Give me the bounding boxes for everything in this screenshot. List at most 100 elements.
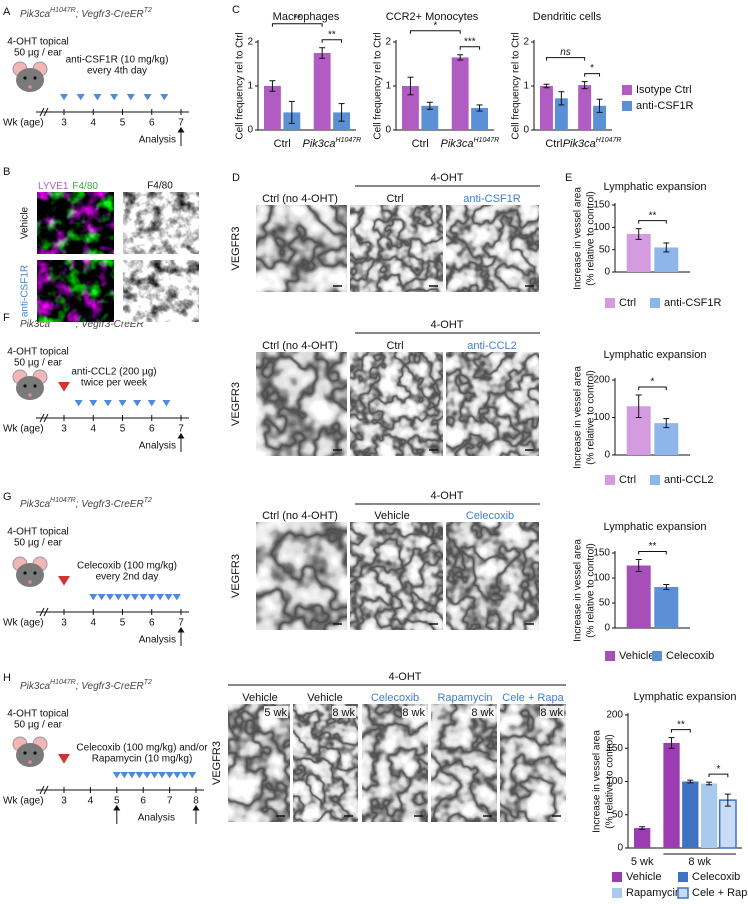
driver-sup: T2 bbox=[144, 7, 152, 14]
mouse-nose bbox=[28, 760, 32, 764]
x-tick-label: Pik3caH1047R bbox=[303, 137, 362, 150]
induction: 4-OHT topical bbox=[7, 527, 69, 538]
micrograph bbox=[350, 522, 443, 630]
analysis-arrowhead bbox=[113, 804, 121, 811]
treatment-arrow bbox=[103, 400, 112, 407]
column-label: Vehicle bbox=[242, 692, 277, 704]
mouse-eye bbox=[33, 751, 37, 755]
mouse-body bbox=[16, 743, 44, 767]
y-tick-label: 100 bbox=[593, 573, 610, 584]
column-label: Ctrl (no 4-OHT) bbox=[262, 510, 338, 522]
mouse-body bbox=[16, 68, 44, 92]
error-bar bbox=[663, 242, 670, 253]
category: Pik3ca bbox=[563, 138, 596, 150]
legend-label: anti-CSF1R bbox=[636, 100, 694, 112]
treatment-arrow bbox=[93, 94, 102, 101]
bar bbox=[540, 86, 553, 130]
significance-label: * bbox=[590, 63, 594, 74]
treatment-arrow bbox=[143, 94, 152, 101]
significance-bracket bbox=[459, 46, 481, 50]
axis-break bbox=[43, 785, 49, 795]
category-sup: H1047R bbox=[474, 137, 500, 144]
column-label: Cele + Rapa bbox=[502, 692, 564, 704]
treatment-arrow bbox=[142, 772, 151, 779]
stain-header: F4/80 bbox=[147, 181, 173, 192]
legend-swatch bbox=[605, 651, 615, 661]
category: Ctrl bbox=[545, 138, 562, 150]
chart-title: Lymphatic expansion bbox=[604, 181, 707, 193]
corner-label-bg bbox=[332, 706, 356, 718]
allele: H1047R bbox=[50, 497, 76, 504]
week-label: 3 bbox=[61, 118, 67, 129]
significance-bracket bbox=[321, 39, 343, 43]
row-label: VEGFR3 bbox=[230, 382, 242, 426]
y-tick-label: 0 bbox=[385, 125, 391, 136]
analysis-arrowhead bbox=[177, 126, 185, 133]
week-label: 6 bbox=[149, 618, 155, 629]
mouse-eye bbox=[33, 76, 37, 80]
error-bar bbox=[668, 737, 675, 749]
driver-sup: T2 bbox=[144, 679, 152, 686]
axis-break bbox=[39, 607, 45, 617]
treatment-arrow bbox=[135, 772, 144, 779]
bar bbox=[626, 234, 651, 272]
chart-title: Dendritic cells bbox=[533, 11, 602, 23]
mouse-eye bbox=[33, 571, 37, 575]
treatment-arrow bbox=[150, 772, 159, 779]
panel-letter: G bbox=[3, 491, 12, 503]
legend-swatch bbox=[605, 298, 615, 308]
y-tick-label: 100 bbox=[593, 222, 610, 233]
error-bar bbox=[457, 54, 464, 61]
legend-label: Celecoxib bbox=[666, 650, 714, 662]
x-tick-label: Pik3caH1047R bbox=[441, 137, 500, 150]
micrograph bbox=[256, 522, 347, 630]
treatment-arrow bbox=[74, 400, 83, 407]
legend-label: Ctrl bbox=[619, 474, 636, 486]
column-label: Ctrl (no 4-OHT) bbox=[262, 193, 338, 205]
significance-bracket bbox=[708, 773, 729, 778]
axis-break bbox=[43, 107, 49, 117]
row-label: VEGFR3 bbox=[230, 554, 242, 598]
treatment-arrow bbox=[127, 772, 136, 779]
column-label: Ctrl bbox=[386, 340, 403, 352]
y-tick-label: 0 bbox=[247, 125, 253, 136]
y-tick-label: 2 bbox=[523, 37, 529, 48]
legend-swatch bbox=[678, 872, 688, 882]
bar bbox=[663, 742, 680, 848]
induction: 50 µg / ear bbox=[14, 720, 63, 731]
y-axis-label: Increase in vessel area bbox=[592, 730, 603, 833]
micrograph bbox=[362, 704, 428, 822]
micrograph bbox=[350, 352, 443, 456]
stain-header: LYVE1 F4/80 bbox=[38, 181, 98, 192]
legend-label: anti-CCL2 bbox=[664, 474, 714, 486]
y-axis-label: Cell frequency rel to Ctrl bbox=[511, 32, 522, 139]
bar bbox=[421, 105, 439, 130]
y-tick-label: 2 bbox=[247, 37, 253, 48]
treatment: every 4th day bbox=[87, 66, 147, 77]
x-tick-label: Ctrl bbox=[545, 138, 562, 150]
analysis-arrowhead bbox=[192, 804, 200, 811]
corner-label: 8 wk bbox=[471, 707, 494, 719]
bar bbox=[654, 587, 679, 628]
treatment-arrow bbox=[158, 772, 167, 779]
y-tick-label: 0 bbox=[604, 450, 610, 461]
significance-label: *** bbox=[464, 36, 476, 47]
significance-label: ** bbox=[677, 719, 685, 730]
micrograph bbox=[446, 205, 539, 292]
legend-swatch bbox=[650, 475, 660, 485]
induction: 4-OHT topical bbox=[7, 37, 69, 48]
error-bar bbox=[407, 76, 414, 96]
treatment-arrow bbox=[160, 94, 169, 101]
analysis: Analysis bbox=[139, 635, 176, 646]
y-tick-label: 1 bbox=[385, 81, 391, 92]
mouse-eye bbox=[23, 76, 27, 80]
week-label: 7 bbox=[178, 118, 184, 129]
treatment: every 2nd day bbox=[96, 572, 159, 583]
significance-label: ns bbox=[560, 47, 571, 58]
y-axis-label: (% relative to control) bbox=[586, 370, 597, 464]
mouse-body bbox=[16, 563, 44, 587]
treatment: Rapamycin (10 mg/kg) bbox=[92, 754, 193, 765]
treatment-arrow bbox=[133, 400, 142, 407]
treatment-arrow bbox=[105, 594, 114, 601]
error-bar bbox=[724, 793, 731, 807]
